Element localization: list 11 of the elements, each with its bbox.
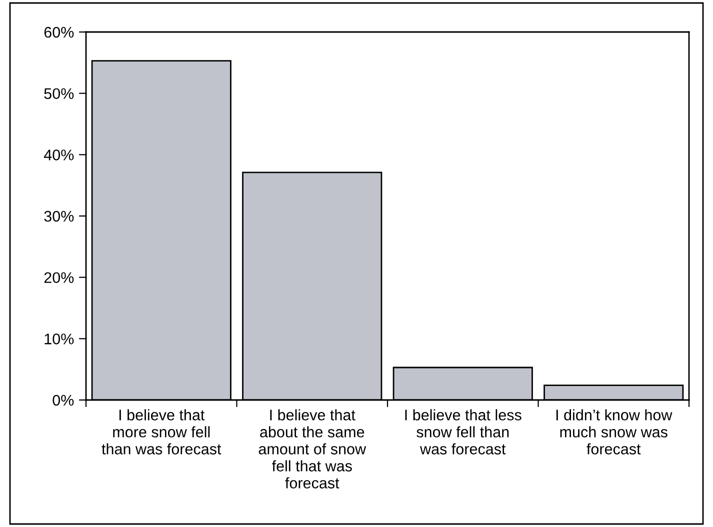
- y-tick-label: 60%: [44, 26, 74, 38]
- y-tick-label: 0%: [52, 394, 74, 406]
- x-tick-label: I didn’t know how much snow was forecast: [556, 409, 672, 454]
- y-tick-label: 50%: [44, 88, 74, 100]
- x-tick-label: I believe that more snow fell than was forecast: [102, 409, 222, 454]
- y-tick-label: 20%: [44, 272, 74, 284]
- x-tick-label: I believe that less snow fell than was forecast: [405, 409, 522, 454]
- y-tick-label: 30%: [44, 210, 74, 222]
- x-tick-label: I believe that about the same amount of snow fell that was forecast: [258, 409, 366, 488]
- y-tick-label: 40%: [44, 150, 74, 160]
- y-tick-label: 10%: [44, 334, 74, 344]
